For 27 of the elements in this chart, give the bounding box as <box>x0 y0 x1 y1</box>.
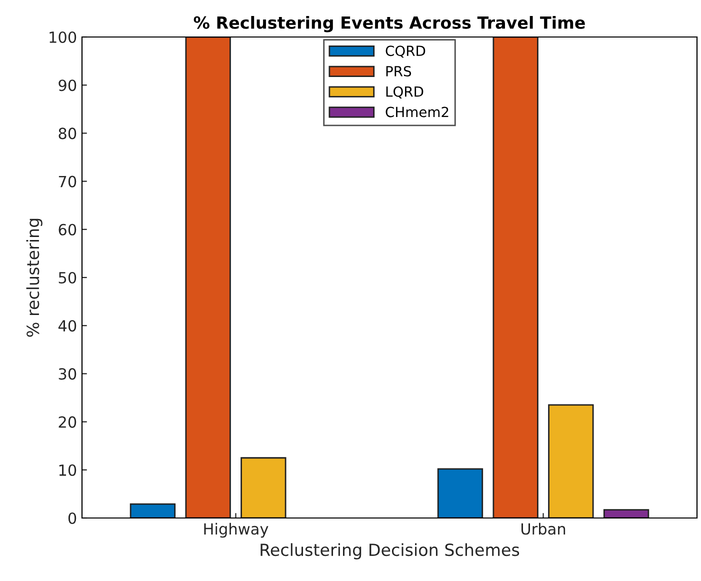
bar <box>548 404 594 518</box>
x-tick-label: Urban <box>521 522 566 535</box>
y-tick-label: 30 <box>58 368 76 380</box>
y-tick-label: 50 <box>58 272 76 284</box>
bar <box>437 468 484 518</box>
y-tick-label: 80 <box>58 128 76 140</box>
y-tick-label: 0 <box>68 512 76 524</box>
y-tick-label: 10 <box>59 464 76 476</box>
x-axis-title: Reclustering Decision Schemes <box>260 543 520 560</box>
bar <box>130 503 176 518</box>
y-tick-label: 90 <box>58 80 76 92</box>
y-tick-label: 70 <box>58 176 76 188</box>
legend-label: CHmem2 <box>386 106 448 118</box>
y-tick-label: 100 <box>50 31 76 44</box>
y-tick-label: 60 <box>58 224 76 236</box>
y-tick-label: 40 <box>58 320 76 332</box>
bar <box>240 457 286 518</box>
bar <box>492 37 538 518</box>
bar <box>185 37 231 518</box>
legend-label: PRS <box>386 66 412 76</box>
chart-title: % Reclustering Events Across Travel Time <box>194 16 585 32</box>
bar <box>603 509 650 518</box>
x-tick-label: Highway <box>204 522 268 538</box>
legend-label: LQRD <box>386 86 424 98</box>
y-tick-label: 20 <box>58 416 76 428</box>
legend-label: CQRD <box>386 46 426 58</box>
y-axis-title: % reclustering <box>26 218 42 337</box>
